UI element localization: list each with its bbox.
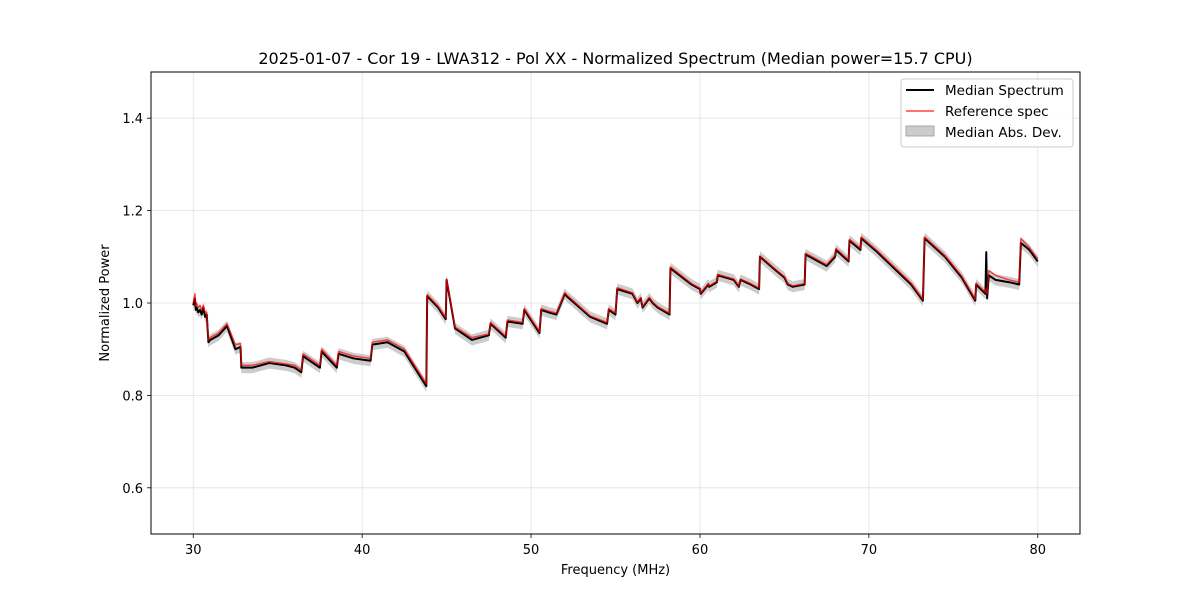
x-tick-label: 80 [1029,543,1046,558]
legend-median-label: Median Spectrum [945,83,1064,99]
x-axis-label: Frequency (MHz) [561,563,670,578]
legend: Median Spectrum Reference spec Median Ab… [900,78,1074,148]
legend-mad-label: Median Abs. Dev. [945,125,1062,141]
median-spectrum-line [192,237,1039,388]
y-tick-label: 1.0 [122,297,143,312]
y-tick-label: 1.4 [122,112,143,127]
chart-title: 2025-01-07 - Cor 19 - LWA312 - Pol XX - … [258,49,972,68]
y-axis-ticks: 0.6 0.8 1.0 1.2 1.4 [122,112,151,497]
legend-reference-label: Reference spec [945,104,1049,120]
x-tick-label: 70 [861,543,878,558]
x-axis-ticks: 30 40 50 60 70 80 [185,534,1046,558]
legend-box [900,78,1074,148]
y-tick-label: 1.2 [122,205,143,220]
y-tick-label: 0.8 [122,389,143,404]
legend-mad-swatch [905,125,935,137]
y-tick-label: 0.6 [122,482,143,497]
x-tick-label: 50 [523,543,540,558]
x-tick-label: 30 [185,543,202,558]
y-axis-label: Normalized Power [98,244,113,362]
x-tick-label: 40 [354,543,371,558]
reference-spec-line [192,236,1039,385]
x-tick-label: 60 [692,543,709,558]
series-layer [192,236,1039,388]
